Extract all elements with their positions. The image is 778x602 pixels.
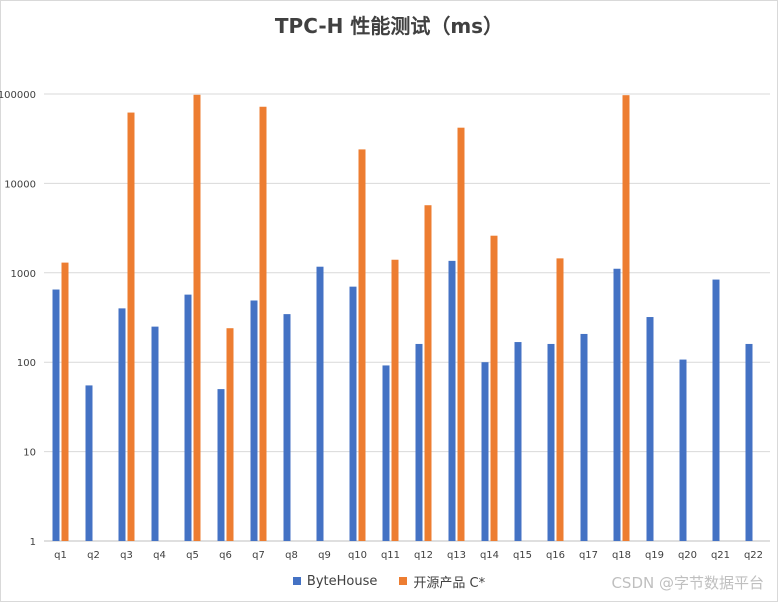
legend-label-bytehouse: ByteHouse xyxy=(306,573,378,589)
bar-bytehouse-q21 xyxy=(712,279,720,541)
x-tick-label: q3 xyxy=(120,550,133,561)
bar-c-star-q6 xyxy=(226,328,234,541)
bar-c-star-q1 xyxy=(61,262,69,541)
x-tick-label: q4 xyxy=(153,550,166,561)
x-tick-label: q15 xyxy=(513,550,532,561)
bar-bytehouse-q3 xyxy=(118,308,126,541)
x-tick-label: q18 xyxy=(612,550,631,561)
x-tick-label: q20 xyxy=(678,550,697,561)
legend-item-bytehouse: ByteHouse xyxy=(292,573,378,589)
chart-legend: ByteHouse 开源产品 C* xyxy=(0,571,778,591)
bar-c-star-q7 xyxy=(259,106,267,541)
bar-bytehouse-q9 xyxy=(316,266,324,541)
watermark-text: CSDN @字节数据平台 xyxy=(611,574,764,592)
x-tick-label: q6 xyxy=(219,550,232,561)
x-tick-label: q11 xyxy=(381,550,400,561)
x-tick-label: q17 xyxy=(579,550,598,561)
x-tick-label: q9 xyxy=(318,550,331,561)
bar-bytehouse-q7 xyxy=(250,300,258,541)
bar-c-star-q18 xyxy=(622,95,630,541)
y-tick-label: 100000 xyxy=(0,90,36,101)
bar-c-star-q11 xyxy=(391,259,399,541)
x-tick-label: q16 xyxy=(546,550,565,561)
bar-c-star-q14 xyxy=(490,235,498,541)
bar-bytehouse-q6 xyxy=(217,389,225,541)
bar-c-star-q3 xyxy=(127,112,135,541)
bar-bytehouse-q17 xyxy=(580,333,588,541)
bar-bytehouse-q19 xyxy=(646,317,654,541)
y-tick-label: 1000 xyxy=(11,269,36,280)
x-tick-label: q7 xyxy=(252,550,265,561)
bar-bytehouse-q18 xyxy=(613,268,621,541)
bar-bytehouse-q20 xyxy=(679,359,687,541)
x-tick-label: q21 xyxy=(711,550,730,561)
bar-bytehouse-q13 xyxy=(448,260,456,541)
legend-swatch-bytehouse xyxy=(292,577,301,585)
bar-bytehouse-q5 xyxy=(184,294,192,541)
bar-c-star-q13 xyxy=(457,127,465,541)
legend-label-c-star: 开源产品 C* xyxy=(413,575,486,591)
x-tick-label: q14 xyxy=(480,550,499,561)
bar-bytehouse-q1 xyxy=(52,289,60,541)
bar-bytehouse-q11 xyxy=(382,365,390,541)
bar-bytehouse-q10 xyxy=(349,286,357,541)
bar-c-star-q12 xyxy=(424,205,432,541)
bar-bytehouse-q22 xyxy=(745,343,753,541)
bar-c-star-q10 xyxy=(358,149,366,541)
y-tick-label: 100 xyxy=(17,358,36,369)
bar-bytehouse-q8 xyxy=(283,314,291,541)
x-tick-label: q13 xyxy=(447,550,466,561)
x-tick-label: q22 xyxy=(744,550,763,561)
bar-c-star-q16 xyxy=(556,258,564,541)
chart-title: TPC-H 性能测试（ms） xyxy=(274,14,504,38)
bar-bytehouse-q12 xyxy=(415,343,423,541)
bar-bytehouse-q4 xyxy=(151,326,159,541)
y-tick-label: 10 xyxy=(23,448,36,459)
legend-swatch-c-star xyxy=(399,577,408,585)
x-tick-label: q19 xyxy=(645,550,664,561)
x-tick-label: q10 xyxy=(348,550,367,561)
bar-bytehouse-q15 xyxy=(514,342,522,541)
x-tick-label: q8 xyxy=(285,550,298,561)
bar-bytehouse-q2 xyxy=(85,385,93,541)
legend-item-c-star: 开源产品 C* xyxy=(399,572,485,591)
x-tick-label: q1 xyxy=(54,550,67,561)
x-tick-label: q12 xyxy=(414,550,433,561)
y-tick-label: 10000 xyxy=(4,179,36,190)
bar-bytehouse-q16 xyxy=(547,343,555,541)
x-tick-label: q5 xyxy=(186,550,199,561)
bar-bytehouse-q14 xyxy=(481,362,489,541)
y-tick-label: 1 xyxy=(30,537,36,548)
bar-c-star-q5 xyxy=(193,94,201,541)
x-tick-label: q2 xyxy=(87,550,100,561)
